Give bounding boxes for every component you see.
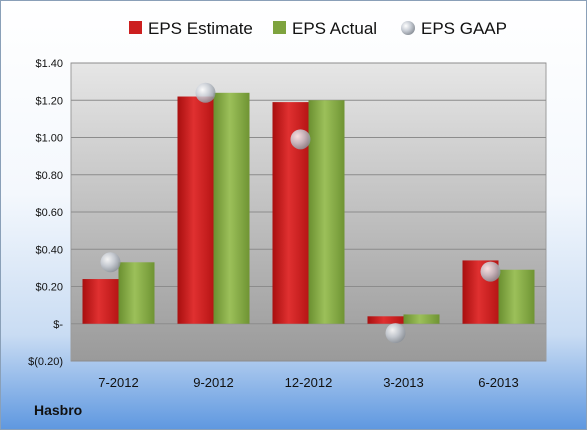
legend-eps-gaap-swatch: [401, 21, 415, 35]
y-tick-label: $1.20: [35, 95, 63, 107]
eps-actual-bar: [213, 92, 250, 324]
y-tick-label: $0.80: [35, 170, 63, 182]
y-tick-label: $-: [53, 319, 63, 331]
legend-eps-actual-label: EPS Actual: [292, 19, 377, 38]
y-tick-label: $1.00: [35, 133, 63, 145]
eps-gaap-point: [385, 323, 406, 344]
eps-actual-bar: [498, 269, 535, 324]
y-tick-label: $1.40: [35, 58, 63, 70]
eps-estimate-bar: [82, 279, 119, 324]
eps-gaap-point: [195, 82, 216, 103]
legend-eps-estimate-label: EPS Estimate: [148, 19, 253, 38]
eps-actual-bar: [118, 262, 155, 324]
eps-actual-bar: [308, 100, 345, 324]
company-name: Hasbro: [34, 402, 83, 418]
legend-eps-estimate-swatch: [129, 21, 142, 34]
y-tick-label: $0.20: [35, 282, 63, 294]
eps-actual-bar: [403, 314, 440, 324]
x-category-label: 12-2012: [285, 375, 333, 390]
y-tick-label: $0.40: [35, 244, 63, 256]
x-axis: 7-2012 9-2012 12-2012 3-2013 6-2013: [98, 375, 518, 390]
x-category-label: 9-2012: [193, 375, 233, 390]
x-category-label: 7-2012: [98, 375, 138, 390]
eps-estimate-bar: [177, 96, 214, 324]
legend: EPS Estimate EPS Actual EPS GAAP: [129, 19, 507, 38]
gaap-points-layer: [100, 82, 501, 344]
x-category-label: 6-2013: [478, 375, 518, 390]
eps-gaap-point: [480, 261, 501, 282]
eps-estimate-bar: [367, 316, 404, 324]
bars-layer: [82, 92, 535, 324]
y-axis: $1.40 $1.20 $1.00 $0.80 $0.60 $0.40 $0.20 $- $(0…: [28, 58, 63, 368]
legend-eps-actual-swatch: [273, 21, 286, 34]
eps-gaap-point: [100, 252, 121, 273]
x-category-label: 3-2013: [383, 375, 423, 390]
legend-eps-gaap-label: EPS GAAP: [421, 19, 507, 38]
eps-gaap-point: [290, 129, 311, 150]
y-tick-label: $(0.20): [28, 356, 63, 368]
y-tick-label: $0.60: [35, 207, 63, 219]
